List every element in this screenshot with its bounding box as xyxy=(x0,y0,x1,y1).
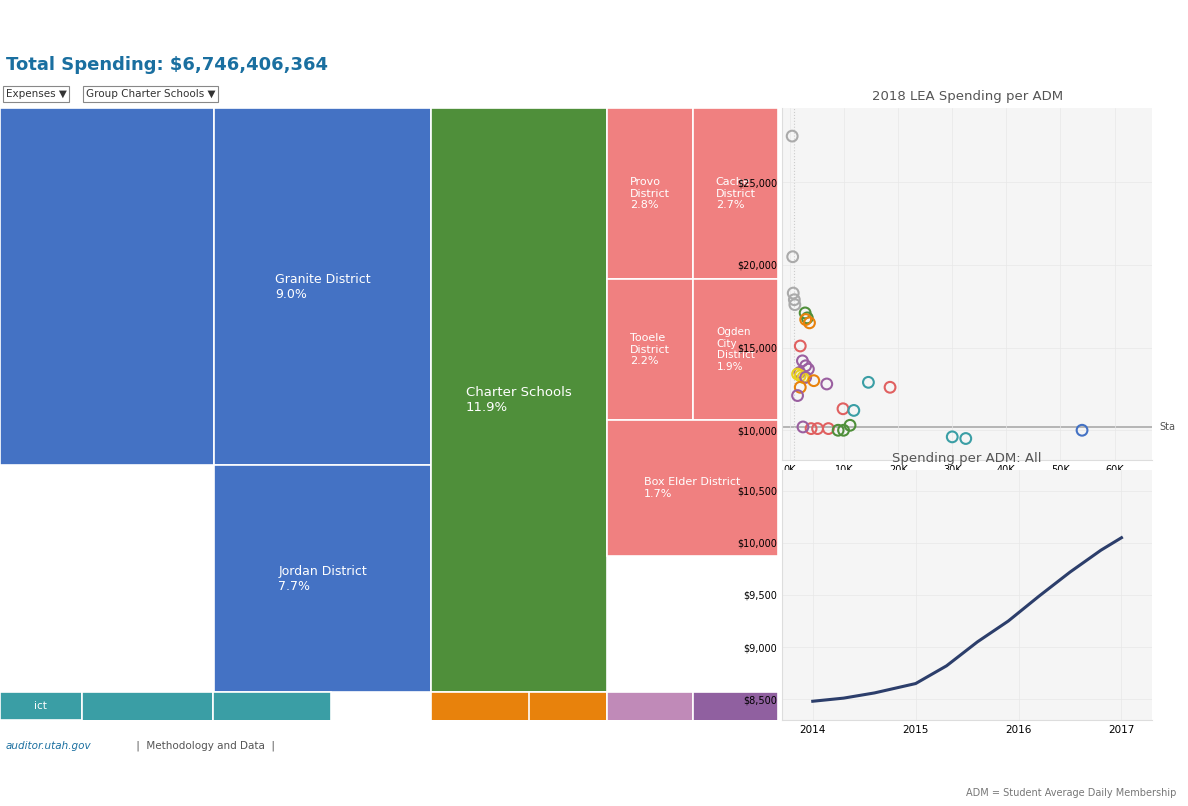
Point xyxy=(796,371,815,384)
Text: Group Charter Schools ▼: Group Charter Schools ▼ xyxy=(86,89,215,99)
Bar xyxy=(607,420,778,556)
Bar xyxy=(214,692,331,806)
Text: Nebo District
4.4%: Nebo District 4.4% xyxy=(109,768,187,796)
Point xyxy=(794,421,813,434)
Text: Ogden
City
District
1.9%: Ogden City District 1.9% xyxy=(716,327,754,372)
Title: Spending per ADM: All: Spending per ADM: All xyxy=(892,451,1042,465)
Text: Charter Schools
11.9%: Charter Schools 11.9% xyxy=(466,386,571,414)
Bar xyxy=(431,108,607,692)
Point xyxy=(956,432,975,445)
Text: Sta: Sta xyxy=(1159,422,1176,432)
Point xyxy=(788,389,807,402)
Text: |  Methodology and Data  |: | Methodology and Data | xyxy=(133,741,276,751)
Text: San: San xyxy=(639,778,661,787)
Point xyxy=(800,317,819,330)
Point xyxy=(792,355,811,368)
Point xyxy=(783,130,802,143)
Point xyxy=(785,298,804,311)
Point xyxy=(819,422,838,435)
Point xyxy=(802,422,821,435)
Text: Provo
District
2.8%: Provo District 2.8% xyxy=(630,177,670,210)
Bar xyxy=(0,108,215,465)
Bar xyxy=(694,279,778,420)
Bar xyxy=(694,692,778,806)
Point xyxy=(834,424,853,437)
Point xyxy=(791,339,810,352)
Point xyxy=(798,363,817,376)
Point xyxy=(783,251,802,264)
Text: Expenses ▼: Expenses ▼ xyxy=(6,89,67,99)
Text: auditor.utah.gov: auditor.utah.gov xyxy=(6,741,91,751)
Bar xyxy=(0,692,82,720)
Point xyxy=(791,381,810,394)
Bar xyxy=(607,108,694,279)
Point xyxy=(834,402,853,415)
Point xyxy=(790,366,809,379)
Point xyxy=(859,376,878,388)
Point xyxy=(791,369,810,382)
Text: Total Spending: $6,746,406,364: Total Spending: $6,746,406,364 xyxy=(6,56,328,74)
Bar xyxy=(215,465,431,692)
Point xyxy=(808,422,827,435)
Text: Jordan District
7.7%: Jordan District 7.7% xyxy=(278,564,367,592)
Point xyxy=(796,313,815,326)
Point xyxy=(845,404,864,417)
Point xyxy=(1073,424,1092,437)
Text: Box Elder District
1.7%: Box Elder District 1.7% xyxy=(644,477,740,499)
Bar xyxy=(431,692,607,777)
Point xyxy=(828,424,847,437)
Bar xyxy=(607,692,694,806)
Text: Cache
District
2.7%: Cache District 2.7% xyxy=(715,177,756,210)
Point xyxy=(804,374,823,387)
Text: Salt Lake
District
4.2%: Salt Lake District 4.2% xyxy=(246,761,299,804)
Bar xyxy=(82,692,214,806)
Text: Granite District
9.0%: Granite District 9.0% xyxy=(274,272,371,301)
Point xyxy=(794,371,813,384)
Point xyxy=(785,293,804,306)
Point xyxy=(784,287,803,300)
Point xyxy=(817,377,836,390)
Text: ADM = Student Average Daily Membership: ADM = Student Average Daily Membership xyxy=(966,788,1176,798)
Text: Total Spending by Local Education Agency: Total Spending by Local Education Agency xyxy=(296,13,892,37)
Bar xyxy=(694,108,778,279)
Point xyxy=(796,306,815,319)
Point xyxy=(798,311,817,324)
Bar xyxy=(431,777,607,806)
Point xyxy=(788,368,807,380)
Bar xyxy=(529,692,607,806)
Bar xyxy=(215,108,431,465)
Point xyxy=(841,419,860,432)
Point xyxy=(796,359,815,372)
Title: 2018 LEA Spending per ADM: 2018 LEA Spending per ADM xyxy=(872,89,1063,102)
Text: ict: ict xyxy=(34,701,48,711)
Point xyxy=(880,381,899,394)
Text: Tooele
District
2.2%: Tooele District 2.2% xyxy=(630,333,670,366)
Bar xyxy=(607,279,694,420)
Text: Wasatch District
1.3%: Wasatch District 1.3% xyxy=(473,724,564,746)
Point xyxy=(943,430,962,443)
